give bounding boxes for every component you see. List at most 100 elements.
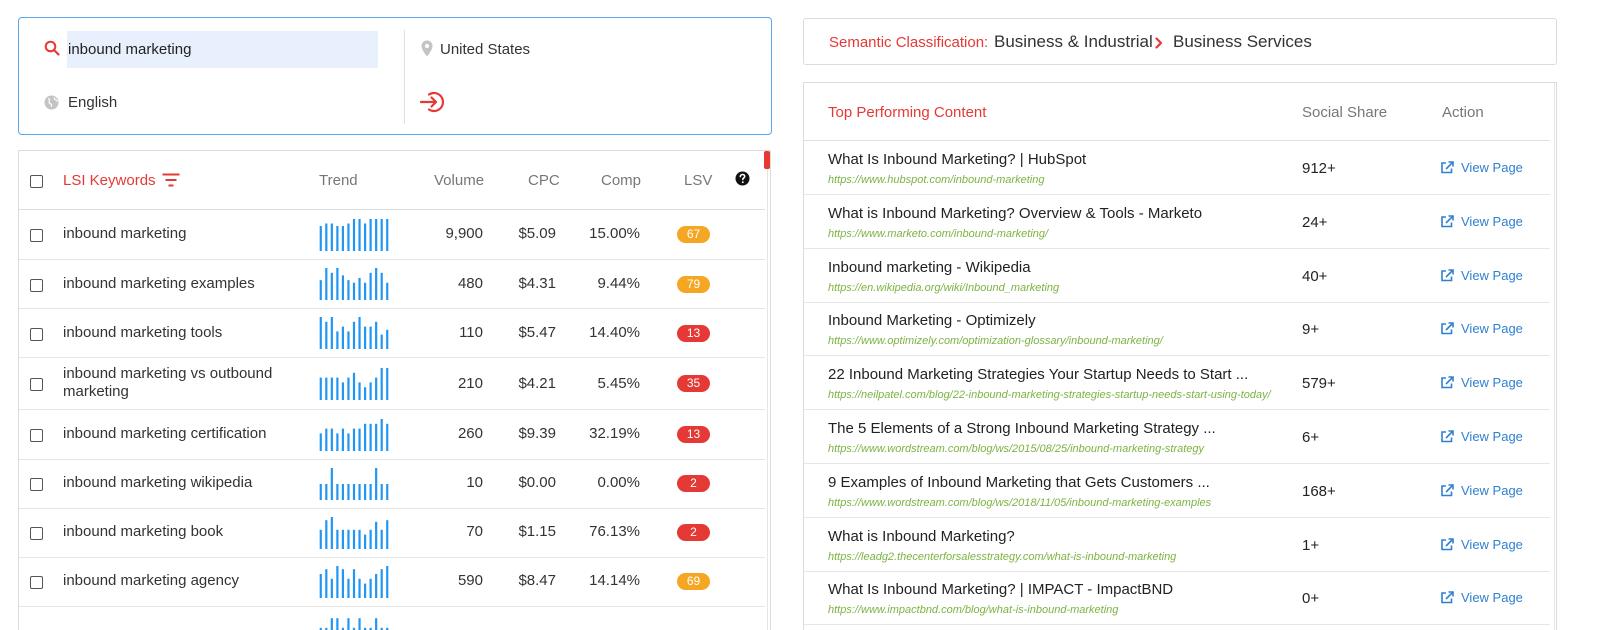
trend-bar bbox=[358, 277, 361, 300]
view-page-link[interactable]: View Page bbox=[1441, 429, 1523, 444]
trend-bar bbox=[325, 484, 328, 500]
keyword-cell[interactable]: inbound marketing wikipedia bbox=[63, 474, 253, 491]
row-checkbox[interactable] bbox=[30, 576, 43, 589]
external-link-icon bbox=[1441, 322, 1454, 335]
view-page-link[interactable]: View Page bbox=[1441, 321, 1523, 336]
trend-bar bbox=[386, 627, 389, 630]
search-submit-icon[interactable] bbox=[419, 90, 447, 119]
language-select[interactable]: English bbox=[68, 94, 118, 111]
lsv-badge: 2 bbox=[677, 475, 710, 492]
keyword-cell[interactable]: inbound marketing agency bbox=[63, 572, 239, 589]
content-title[interactable]: 9 Examples of Inbound Marketing that Get… bbox=[828, 473, 1210, 491]
external-link-icon bbox=[1441, 483, 1454, 497]
keyword-cell[interactable]: inbound marketing vs outbound marketing bbox=[63, 365, 273, 400]
social-share-count: 168+ bbox=[1302, 482, 1336, 500]
content-title[interactable]: 22 Inbound Marketing Strategies Your Sta… bbox=[828, 366, 1249, 384]
trend-bar bbox=[369, 627, 372, 630]
select-all-checkbox[interactable] bbox=[30, 175, 43, 188]
content-title[interactable]: What Is Inbound Marketing? | IMPACT - Im… bbox=[828, 581, 1174, 599]
trend-bar bbox=[380, 219, 383, 251]
view-page-link[interactable]: View Page bbox=[1441, 590, 1523, 605]
scrollbar-track[interactable] bbox=[767, 169, 768, 630]
column-header-trend[interactable]: Trend bbox=[319, 172, 358, 189]
column-header-volume[interactable]: Volume bbox=[434, 172, 485, 189]
trend-bar bbox=[375, 219, 378, 251]
keyword-cell[interactable]: inbound marketing examples bbox=[63, 275, 255, 292]
view-page-link[interactable]: View Page bbox=[1441, 268, 1523, 283]
view-page-label: View Page bbox=[1461, 160, 1523, 175]
trend-bar bbox=[358, 317, 361, 349]
trend-bar bbox=[325, 520, 328, 549]
content-title[interactable]: Inbound Marketing - Optimizely bbox=[828, 312, 1036, 330]
trend-bar bbox=[369, 326, 372, 349]
social-share-count: 24+ bbox=[1302, 213, 1328, 231]
scrollbar-track[interactable] bbox=[1554, 83, 1555, 630]
content-url[interactable]: https://www.marketo.com/inbound-marketin… bbox=[828, 227, 1049, 240]
row-checkbox[interactable] bbox=[30, 478, 43, 491]
semantic-label: Semantic Classification: bbox=[829, 34, 989, 51]
content-url[interactable]: https://leadg2.thecenterforsalesstrategy… bbox=[828, 550, 1177, 563]
content-title[interactable]: What is Inbound Marketing? Overview & To… bbox=[828, 204, 1203, 222]
view-page-link[interactable]: View Page bbox=[1441, 537, 1523, 552]
trend-bar bbox=[325, 428, 328, 451]
column-header-lsi-keywords[interactable]: LSI Keywords bbox=[63, 172, 156, 189]
trend-bar bbox=[375, 377, 378, 400]
volume-cell: 480 bbox=[457, 275, 483, 292]
content-url[interactable]: https://www.wordstream.com/blog/ws/2015/… bbox=[828, 443, 1205, 455]
row-checkbox[interactable] bbox=[30, 328, 43, 341]
content-url[interactable]: https://www.hubspot.com/inbound-marketin… bbox=[828, 174, 1045, 186]
view-page-link[interactable]: View Page bbox=[1441, 214, 1523, 229]
external-link-icon bbox=[1441, 268, 1454, 281]
trend-sparkline bbox=[319, 419, 389, 451]
view-page-label: View Page bbox=[1461, 375, 1523, 391]
trend-bar bbox=[363, 282, 367, 300]
help-icon[interactable] bbox=[735, 171, 750, 191]
content-url[interactable]: https://www.impactbnd.com/blog/what-is-i… bbox=[828, 604, 1119, 617]
row-checkbox[interactable] bbox=[30, 429, 43, 442]
trend-bar bbox=[325, 321, 328, 349]
content-url[interactable]: https://www.optimizely.com/optimization-… bbox=[828, 335, 1163, 348]
view-page-link[interactable]: View Page bbox=[1441, 375, 1523, 390]
keyword-cell[interactable]: inbound marketing book bbox=[63, 523, 224, 540]
column-header-cpc[interactable]: CPC bbox=[528, 172, 560, 189]
view-page-label: View Page bbox=[1461, 321, 1523, 337]
trend-bar bbox=[341, 569, 345, 598]
content-url[interactable]: https://en.wikipedia.org/wiki/Inbound_ma… bbox=[828, 281, 1060, 294]
view-page-link[interactable]: View Page bbox=[1441, 483, 1523, 498]
keyword-cell[interactable]: inbound marketing tools bbox=[63, 324, 223, 341]
keyword-cell[interactable]: inbound marketing bbox=[63, 225, 187, 242]
trend-bar bbox=[319, 574, 322, 598]
column-header-social-share[interactable]: Social Share bbox=[1302, 104, 1388, 121]
row-checkbox[interactable] bbox=[30, 527, 43, 540]
filter-icon[interactable] bbox=[162, 173, 180, 192]
social-share-count: 0+ bbox=[1302, 590, 1320, 608]
column-header-comp[interactable]: Comp bbox=[601, 172, 642, 189]
row-checkbox[interactable] bbox=[30, 279, 43, 292]
scrollbar-thumb[interactable] bbox=[764, 151, 770, 169]
content-url[interactable]: https://neilpatel.com/blog/22-inbound-ma… bbox=[828, 389, 1271, 402]
trend-bar bbox=[352, 484, 356, 500]
cpc-cell: $0.00 bbox=[518, 474, 556, 491]
table-row: inbound marketing 9,900 $5.09 15.00% 67 bbox=[19, 210, 765, 260]
row-checkbox[interactable] bbox=[30, 378, 43, 391]
lsv-badge: 13 bbox=[677, 426, 710, 443]
content-title[interactable]: The 5 Elements of a Strong Inbound Marke… bbox=[828, 420, 1216, 437]
content-title[interactable]: Inbound marketing - Wikipedia bbox=[828, 258, 1031, 276]
column-header-action: Action bbox=[1442, 104, 1484, 121]
keyword-cell[interactable]: inbound marketing certification bbox=[63, 425, 267, 442]
content-title[interactable]: What is Inbound Marketing? bbox=[828, 527, 1015, 545]
content-url[interactable]: https://www.wordstream.com/blog/ws/2018/… bbox=[828, 496, 1212, 509]
row-checkbox[interactable] bbox=[30, 229, 43, 242]
view-page-link[interactable]: View Page bbox=[1441, 160, 1523, 175]
trend-bar bbox=[352, 529, 356, 549]
trend-bar bbox=[330, 517, 333, 549]
content-title[interactable]: What Is Inbound Marketing? | HubSpot bbox=[828, 151, 1087, 168]
keyword-input[interactable] bbox=[67, 31, 378, 68]
location-select[interactable]: United States bbox=[440, 41, 531, 58]
trend-bar bbox=[386, 423, 389, 451]
column-header-lsv[interactable]: LSV bbox=[684, 172, 713, 189]
table-row: inbound marketing book 70 $1.15 76.13% 2 bbox=[19, 509, 765, 558]
table-row: Inbound Marketing - Optimizely https://w… bbox=[804, 302, 1550, 357]
trend-bar bbox=[369, 219, 372, 251]
search-divider bbox=[404, 30, 405, 124]
